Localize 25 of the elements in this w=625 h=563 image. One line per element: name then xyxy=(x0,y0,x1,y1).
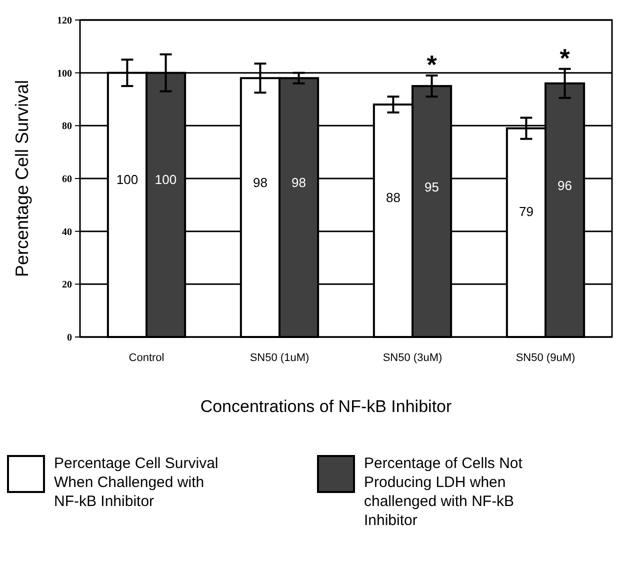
x-axis-title: Concentrations of NF-kB Inhibitor xyxy=(200,397,452,416)
y-tick-label: 100 xyxy=(57,68,72,80)
data-label: 88 xyxy=(386,190,400,206)
data-label: 100 xyxy=(154,172,177,187)
data-label: 95 xyxy=(424,179,440,194)
x-tick-label: Control xyxy=(128,352,164,364)
x-tick-label: SN50 (9uM) xyxy=(516,352,576,364)
data-label: 96 xyxy=(558,178,572,193)
y-tick-label: 60 xyxy=(62,174,72,185)
data-label: 98 xyxy=(292,174,306,190)
x-tick-label: SN50 (1uM) xyxy=(250,352,310,364)
legend-label: Percentage of Cells Not Producing LDH when challenged with NF-kB Inhibitor xyxy=(364,455,524,529)
y-tick-label: 120 xyxy=(57,16,72,26)
annotation: * xyxy=(560,42,571,73)
y-axis-title: Percentage Cell Survival xyxy=(12,80,32,278)
y-tick-label: 40 xyxy=(62,226,72,238)
y-tick-label: 20 xyxy=(62,280,72,291)
y-tick-label: 80 xyxy=(62,121,72,132)
data-label: 100 xyxy=(116,172,138,187)
annotation: * xyxy=(426,49,438,80)
data-label: 79 xyxy=(518,204,534,219)
legend-label: Percentage Cell Survival When Challenged with NF-kB Inhibitor xyxy=(54,455,218,510)
y-tick-label: 0 xyxy=(67,332,72,344)
x-tick-label: SN50 (3uM) xyxy=(382,352,442,364)
data-label: 98 xyxy=(252,174,268,190)
